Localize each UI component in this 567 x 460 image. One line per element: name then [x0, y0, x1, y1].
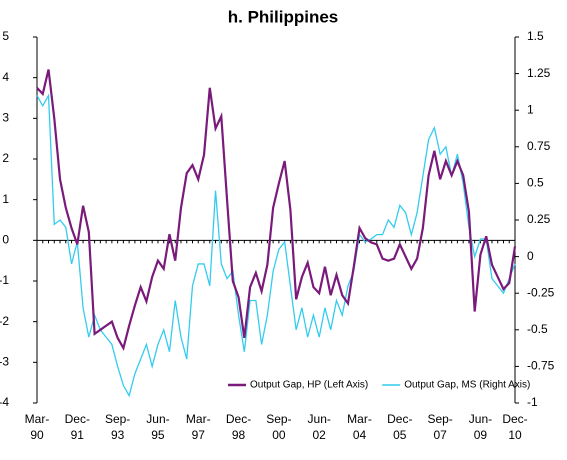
y2-tick-label: -0.25 [527, 285, 555, 299]
y2-tick-label: 0.5 [527, 176, 544, 190]
legend-label: Output Gap, MS (Right Axis) [404, 380, 530, 391]
y2-tick-label: 0 [527, 249, 534, 263]
y-tick-label: 4 [2, 70, 9, 84]
y-tick-label: 5 [2, 29, 9, 43]
y-tick-label: -2 [0, 314, 9, 328]
x-tick-label: Jun-02 [307, 412, 331, 442]
x-tick-label: Dec-91 [64, 412, 90, 442]
y-tick-label: -3 [0, 355, 9, 369]
y-tick-label: -4 [0, 395, 9, 409]
x-tick-label: Dec-10 [502, 412, 528, 442]
x-tick-label: Sep-93 [104, 412, 131, 442]
y2-tick-label: 1.5 [527, 29, 544, 43]
y-tick-label: 2 [2, 151, 9, 165]
y-tick-label: 0 [2, 233, 9, 247]
y2-tick-label: -1 [527, 395, 538, 409]
x-tick-label: Jun-95 [146, 412, 170, 442]
x-tick-label: Sep-00 [266, 412, 292, 442]
series-line [36, 69, 517, 352]
x-tick-label: Mar-97 [185, 412, 211, 442]
y2-tick-label: -0.75 [527, 359, 555, 373]
y2-tick-label: 0.25 [527, 212, 551, 226]
y2-tick-label: 1.25 [527, 66, 551, 80]
x-tick-label: Sep-07 [427, 412, 453, 442]
y-tick-label: -1 [0, 273, 9, 287]
x-tick-label: Dec-98 [225, 412, 252, 442]
y2-tick-label: 0.75 [527, 139, 551, 153]
x-tick-label: Mar-04 [347, 412, 372, 442]
legend-label: Output Gap, HP (Left Axis) [250, 380, 368, 391]
y-tick-label: 3 [2, 111, 9, 125]
y2-tick-label: -0.5 [527, 322, 548, 336]
series-line [36, 93, 516, 398]
y-tick-label: 1 [2, 192, 9, 206]
x-tick-label: Mar-90 [24, 412, 50, 442]
x-tick-label: Dec-05 [387, 412, 413, 442]
chart-title: h. Philippines [228, 7, 339, 26]
x-tick-label: Jun-09 [468, 412, 493, 442]
y2-tick-label: 1 [527, 102, 534, 116]
